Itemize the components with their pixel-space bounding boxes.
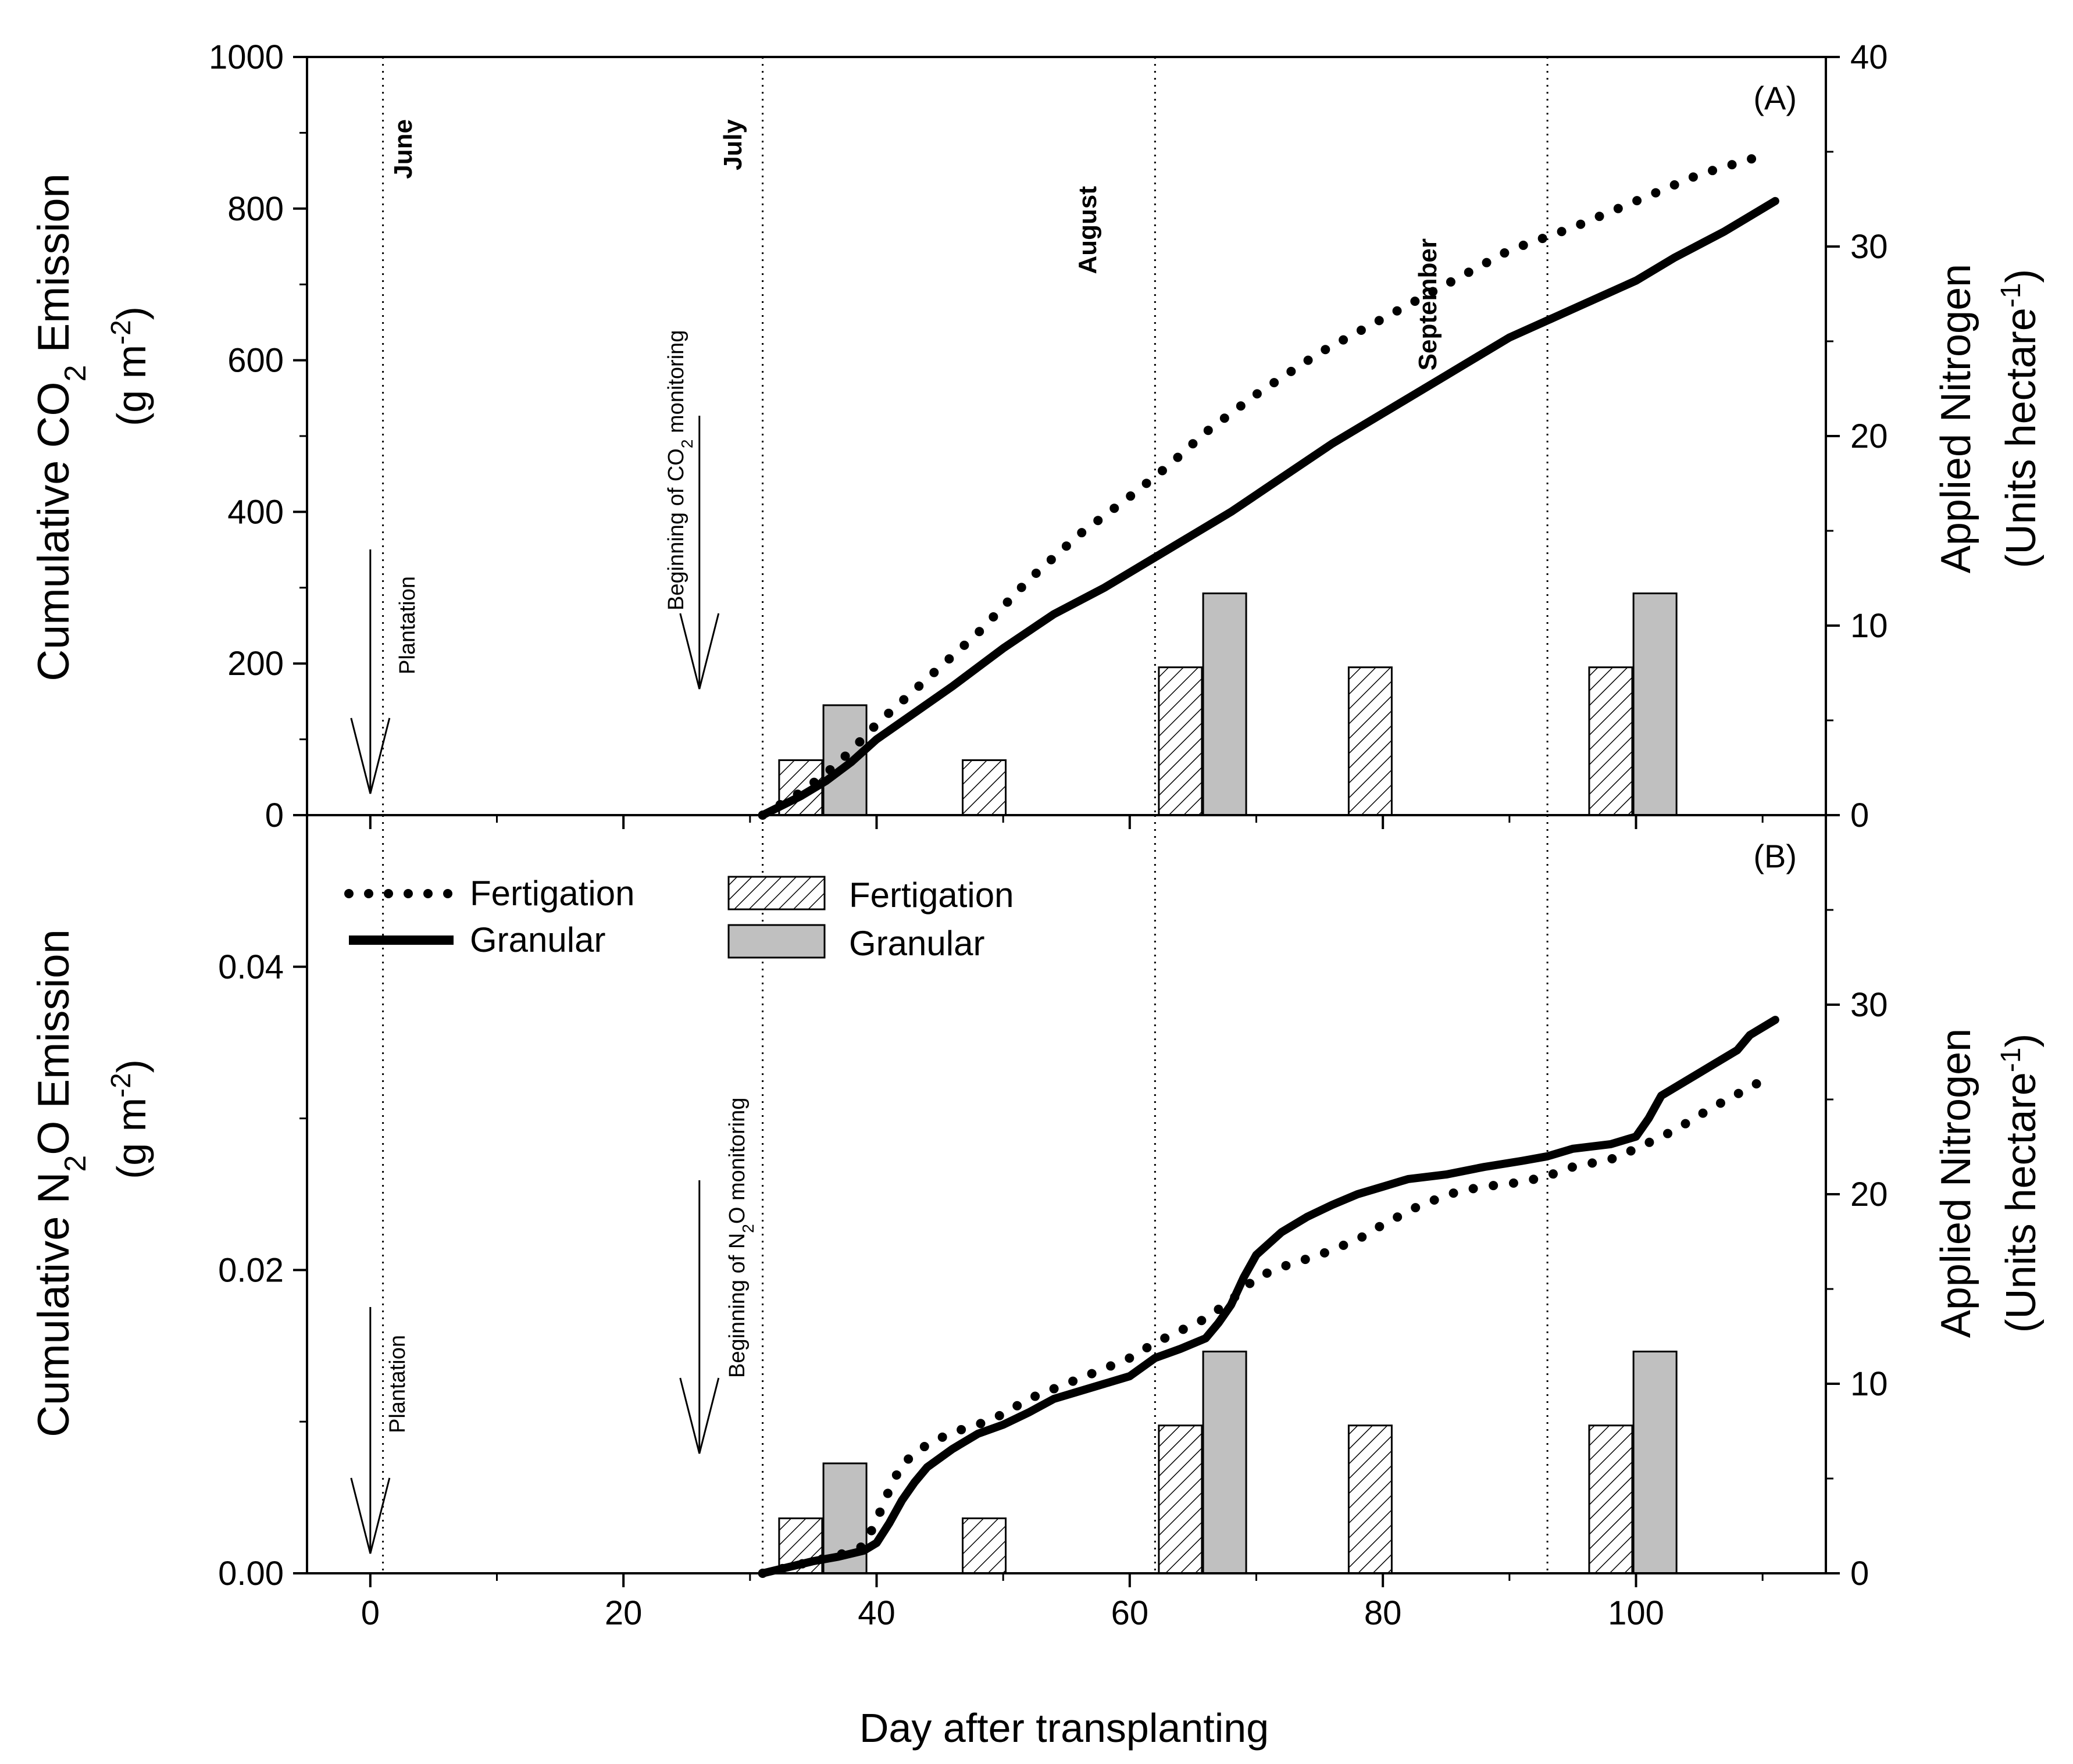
xtick-label-0: 0 (361, 1594, 380, 1632)
panel-b-ytick-label-1: 0.02 (218, 1251, 284, 1289)
panel-a-series-granular (758, 197, 1779, 819)
panel-a-bar-granular-4 (1202, 592, 1247, 816)
panel-b-series-fertigation (758, 1076, 1768, 1578)
panel-a-bar-granular-7 (1632, 592, 1678, 816)
xtick-label-2: 40 (858, 1594, 895, 1632)
month-label-august: August (1073, 186, 1102, 274)
panel-a-bar-fertigation-5 (1347, 666, 1393, 816)
panel-a-y2label-line2: (Units hectare-1) (1996, 269, 2045, 569)
panel-a-bar-fertigation-6 (1588, 666, 1633, 816)
panel-label-a: (A) (1753, 80, 1797, 116)
panel-a-y2tick-label-2: 20 (1850, 417, 1888, 455)
xtick-label-3: 60 (1111, 1594, 1149, 1632)
panel-b-bar-fertigation-5 (1347, 1424, 1393, 1574)
panel-a-y2tick-label-1: 10 (1850, 607, 1888, 645)
panel-b-y2tick-label-0: 0 (1850, 1555, 1869, 1592)
xtick-label-5: 100 (1608, 1594, 1664, 1632)
panel-b-bar-fertigation-2 (962, 1517, 1007, 1574)
panel-a-y2tick-label-4: 40 (1850, 38, 1888, 76)
legend: Fertigation Granular Fertigation Granula… (344, 874, 1014, 963)
legend-granular-bar-swatch (727, 924, 826, 959)
panel-b-y2tick-label-2: 20 (1850, 1176, 1888, 1213)
month-label-july: July (719, 119, 747, 170)
panel-b-bar-fertigation-3 (1158, 1424, 1203, 1574)
panel-b-ytick-label-2: 0.04 (218, 948, 284, 986)
panel-a-bar-fertigation-3 (1158, 666, 1203, 816)
legend-fertigation-bar-swatch (727, 876, 826, 910)
month-label-september: September (1414, 238, 1442, 370)
panel-b-monitoring-arrow-head (679, 1377, 720, 1454)
panel-a-ytick-label-1: 200 (227, 645, 284, 683)
panel-a-ytick-label-2: 400 (227, 493, 284, 531)
panel-b-y2tick-label-1: 10 (1850, 1365, 1888, 1403)
panel-a-ytick-label-5: 1000 (209, 38, 284, 76)
month-label-june: June (389, 119, 418, 179)
xtick-label-1: 20 (605, 1594, 643, 1632)
panel-a-ytick-label-4: 800 (227, 190, 284, 228)
panel-b-bar-granular-4 (1202, 1351, 1247, 1574)
panel-b-yunit: (g m-2) (106, 1059, 155, 1179)
panel-b-series-granular (758, 1016, 1779, 1577)
panel-a-y2tick-label-0: 0 (1850, 797, 1869, 834)
panel-label-b: (B) (1753, 838, 1797, 874)
panel-b-bar-granular-7 (1632, 1351, 1678, 1574)
panel-a-yunit: (g m-2) (106, 306, 155, 426)
panel-b-plantation-arrow-head (350, 1477, 391, 1554)
panel-b-ytick-label-0: 0.00 (218, 1555, 284, 1592)
legend-fertigation-line-label: Fertigation (470, 874, 634, 913)
panel-b-bar-fertigation-6 (1588, 1424, 1633, 1574)
panel-b-monitoring-label: Beginning of N2O monitoring (725, 1098, 757, 1378)
panel-a-ytick-label-0: 0 (265, 797, 284, 834)
panel-a-plantation-label: Plantation (395, 576, 420, 674)
panel-a-plantation-arrow-head (350, 717, 391, 794)
panel-b-y2label-line2: (Units hectare-1) (1996, 1034, 2045, 1333)
panel-a-monitoring-arrow-head (679, 613, 720, 690)
legend-granular-bar-label: Granular (849, 924, 984, 963)
panel-b-ylabel: Cumulative N2O Emission (29, 929, 92, 1437)
legend-fertigation-bar-label: Fertigation (849, 876, 1014, 915)
panel-b-plantation-label: Plantation (386, 1335, 410, 1433)
panel-a-bar-fertigation-2 (962, 759, 1007, 816)
panel-a-monitoring-label: Beginning of CO2 monitoring (664, 330, 696, 610)
panel-b-y2tick-label-3: 30 (1850, 986, 1888, 1024)
xtick-label-4: 80 (1364, 1594, 1402, 1632)
panel-a-y2tick-label-3: 30 (1850, 228, 1888, 266)
panel-a-series-fertigation (758, 151, 1768, 820)
legend-granular-line-label: Granular (470, 920, 605, 959)
panel-b-y2label-line1: Applied Nitrogen (1933, 1029, 1979, 1338)
panel-a-y2label-line1: Applied Nitrogen (1933, 264, 1979, 573)
panel-a-ytick-label-3: 600 (227, 342, 284, 380)
x-axis-title: Day after transplanting (859, 1705, 1269, 1751)
panel-a-ylabel: Cumulative CO2 Emission (29, 173, 92, 681)
